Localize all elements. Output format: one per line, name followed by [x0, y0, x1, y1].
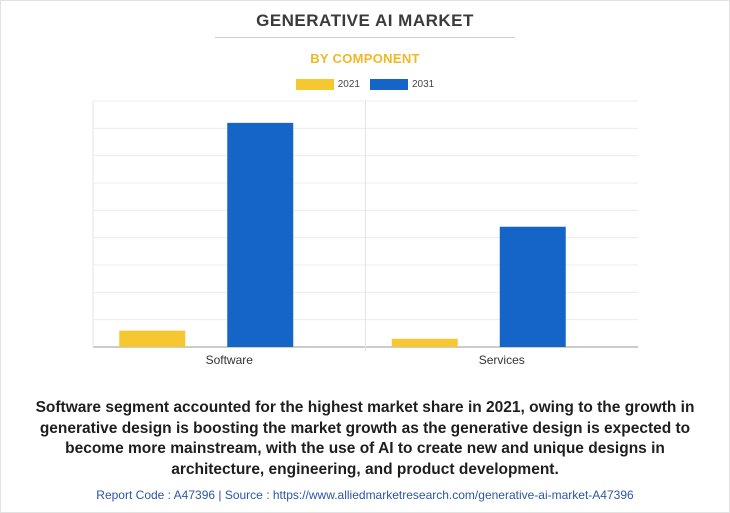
chart-title: GENERATIVE AI MARKET: [256, 11, 474, 30]
legend-label-2031: 2031: [412, 79, 435, 90]
legend-item-2021: 2021: [295, 79, 360, 90]
x-tick-label-services: Services: [479, 353, 525, 367]
bar-chart: Software Services: [92, 100, 638, 367]
report-source-footer[interactable]: Report Code : A47396 | Source : https://…: [96, 488, 634, 502]
legend-item-2031: 2031: [370, 79, 434, 90]
bar-software-2031: [227, 122, 294, 347]
x-tick-label-software: Software: [206, 353, 254, 367]
bar-software-2021: [119, 330, 186, 347]
chart-subtitle: BY COMPONENT: [310, 51, 420, 66]
chart-caption: Software segment accounted for the highe…: [35, 399, 695, 478]
legend-swatch-2031: [370, 79, 408, 90]
legend-label-2021: 2021: [337, 79, 360, 90]
legend-swatch-2021: [295, 79, 334, 90]
bar-services-2021: [391, 338, 458, 347]
title-divider: [215, 37, 515, 38]
bar-services-2031: [499, 226, 566, 347]
chart-legend: 2021 2031: [0, 79, 730, 90]
